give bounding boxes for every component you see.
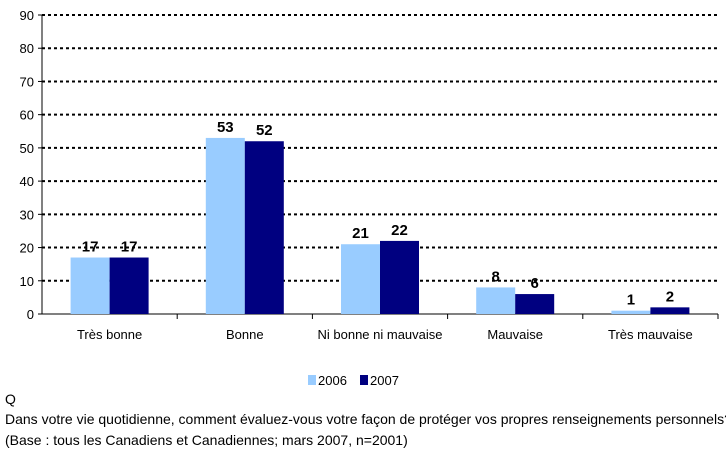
category-label: Mauvaise xyxy=(487,327,543,342)
y-tick-label: 90 xyxy=(20,8,34,23)
value-label: 21 xyxy=(352,225,369,242)
legend: 2006 2007 xyxy=(308,373,399,388)
value-label: 1 xyxy=(627,292,635,309)
value-labels: 17 17 53 52 21 22 8 6 1 2 xyxy=(82,119,674,309)
y-tick-label: 50 xyxy=(20,141,34,156)
bar-2007 xyxy=(109,257,149,314)
y-tick-label: 30 xyxy=(20,207,34,222)
bars xyxy=(70,137,690,314)
bar-2006 xyxy=(205,137,245,314)
value-label: 6 xyxy=(531,275,539,292)
value-label: 2 xyxy=(666,288,674,305)
y-tick-label: 40 xyxy=(20,174,34,189)
category-label: Très bonne xyxy=(77,327,142,342)
bar-2006 xyxy=(341,244,380,314)
question-label: Q xyxy=(5,391,16,407)
legend-swatch-2006 xyxy=(308,375,316,385)
y-tick-label: 70 xyxy=(20,74,34,89)
value-label: 22 xyxy=(391,222,408,239)
value-label: 17 xyxy=(121,239,138,256)
bar-2006 xyxy=(476,287,516,314)
value-label: 53 xyxy=(217,119,234,136)
y-tick-label: 10 xyxy=(20,274,34,289)
category-labels: Très bonne Bonne Ni bonne ni mauvaise Mauva… xyxy=(77,327,693,342)
value-label: 52 xyxy=(256,122,273,139)
gridlines xyxy=(42,14,718,282)
category-label: Ni bonne ni mauvaise xyxy=(317,327,442,342)
legend-label: 2007 xyxy=(370,373,399,388)
bar-2006 xyxy=(70,257,110,314)
legend-swatch-2007 xyxy=(360,375,368,385)
y-tick-label: 80 xyxy=(20,41,34,56)
bar-2006 xyxy=(611,310,651,314)
y-tick-label: 0 xyxy=(27,307,34,322)
category-label: Bonne xyxy=(226,327,264,342)
value-label: 17 xyxy=(82,239,99,256)
question-text: Dans votre vie quotidienne, comment éval… xyxy=(5,411,726,427)
bar-2007 xyxy=(515,294,555,314)
base-text: (Base : tous les Canadiens et Canadienne… xyxy=(5,432,408,448)
legend-label: 2006 xyxy=(318,373,347,388)
bar-chart: 0 10 20 30 40 50 60 70 80 90 17 17 53 52 21 22 8 6 1 2 Trè… xyxy=(20,8,719,388)
bar-2007 xyxy=(244,141,284,314)
y-tick-label: 20 xyxy=(20,241,34,256)
bar-2007 xyxy=(650,307,690,314)
y-tick-label: 60 xyxy=(20,108,34,123)
value-label: 8 xyxy=(492,268,500,285)
category-label: Très mauvaise xyxy=(608,327,693,342)
y-axis-ticks: 0 10 20 30 40 50 60 70 80 90 xyxy=(20,8,42,322)
bar-2007 xyxy=(380,240,419,314)
